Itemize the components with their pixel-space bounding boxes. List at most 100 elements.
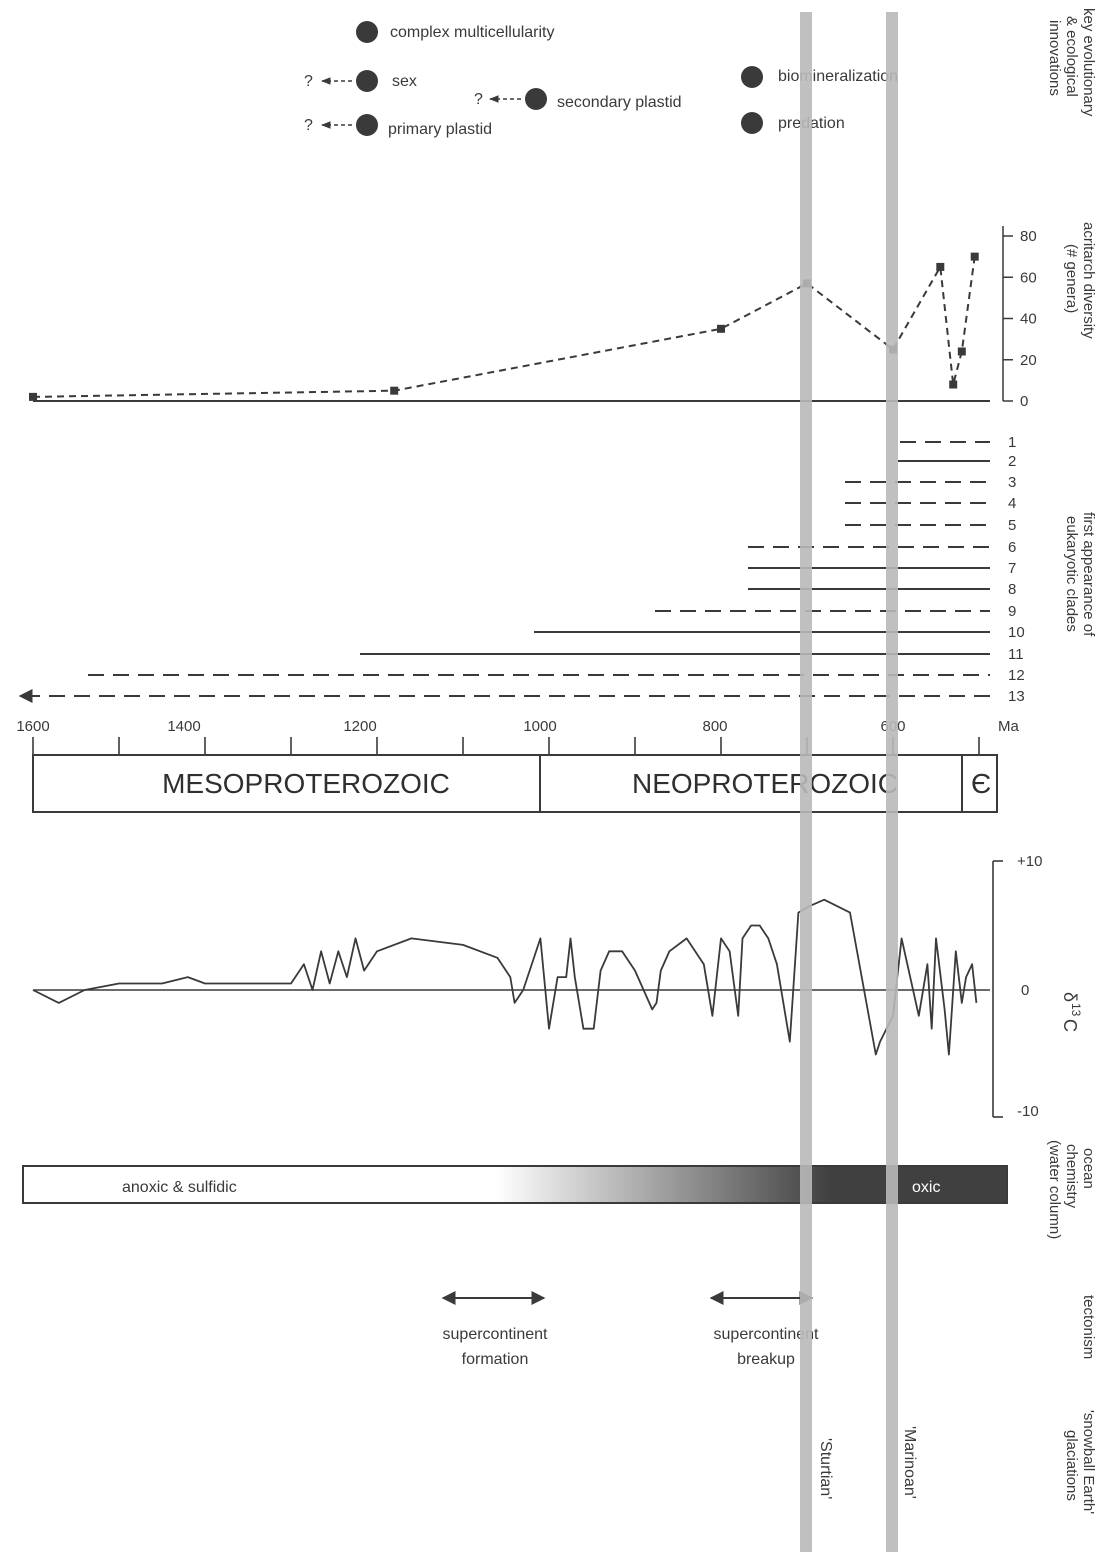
glaciations-row-title: 'snowball Earth' glaciations: [1063, 1410, 1097, 1514]
svg-text:13: 13: [1069, 1003, 1083, 1017]
time-tick-label: 1000: [523, 718, 556, 735]
time-tick-label: 800: [702, 718, 727, 735]
svg-text:(# genera): (# genera): [1063, 244, 1080, 313]
clade-label: 2: [1008, 453, 1016, 470]
tectonism-row-title: tectonism: [1080, 1295, 1097, 1359]
svg-text:chemistry: chemistry: [1063, 1144, 1080, 1209]
clade-label: 7: [1008, 560, 1016, 577]
clade-label: 13: [1008, 688, 1025, 705]
clades-panel: 1 2 3 4 5 6 7 8 9 10 11 12 13: [18, 434, 1025, 705]
carbon-tick-label: +10: [1017, 853, 1042, 870]
sturtian-band: [800, 12, 812, 1552]
acritarch-tick-label: 20: [1020, 352, 1037, 369]
marinoan-band: [886, 12, 898, 1552]
innovation-marker: [525, 88, 547, 110]
acritarch-point: [936, 262, 945, 271]
svg-text:eukaryotic clades: eukaryotic clades: [1063, 516, 1080, 632]
row-titles: key evolutionary & ecological innovation…: [1046, 8, 1097, 1514]
era-boxes: MESOPROTEROZOIC NEOPROTEROZOIC Є: [32, 754, 998, 813]
tectonism-label: breakup: [737, 1351, 795, 1368]
svg-text:glaciations: glaciations: [1063, 1430, 1080, 1501]
svg-text:& ecological: & ecological: [1063, 16, 1080, 97]
carbon-tick-label: 0: [1021, 982, 1029, 999]
innovation-sex: ? sex: [304, 70, 417, 92]
clade-label: 4: [1008, 495, 1016, 512]
time-axis-labels: 1600 1400 1200 1000 800 600 Ma: [16, 718, 1019, 735]
tectonism-label: supercontinent: [443, 1326, 549, 1343]
innovation-marker: [741, 112, 763, 134]
tectonism-label: supercontinent: [714, 1326, 820, 1343]
clade-label: 11: [1008, 646, 1024, 663]
innovation-secondary-plastid: ? secondary plastid: [474, 88, 682, 111]
glaciation-bands: 'Sturtian' 'Marinoan': [800, 12, 918, 1552]
innovation-marker: [356, 114, 378, 136]
timescale: 1600 1400 1200 1000 800 600 Ma MESOPROTE…: [16, 718, 1019, 813]
svg-text:innovations: innovations: [1046, 20, 1063, 96]
uncertain-question-mark: ?: [304, 73, 313, 90]
ocean-oxic-label: oxic: [912, 1179, 940, 1196]
carbon-tick-label: -10: [1017, 1103, 1039, 1120]
ocean-gradient-bar: [22, 1165, 1008, 1204]
innovation-marker: [741, 66, 763, 88]
innovation-label: secondary plastid: [557, 94, 682, 111]
acritarch-tick-label: 0: [1020, 393, 1028, 410]
svg-text:first appearance of: first appearance of: [1080, 512, 1097, 637]
innovation-marker: [356, 70, 378, 92]
acritarch-tick-label: 40: [1020, 311, 1037, 328]
acritarch-point: [957, 347, 966, 356]
era-cambrian: Є: [971, 768, 991, 799]
svg-text:acritarch diversity: acritarch diversity: [1080, 222, 1097, 339]
marinoan-label: 'Marinoan': [901, 1426, 918, 1499]
clades-row-title: first appearance of eukaryotic clades: [1063, 512, 1097, 637]
svg-text:ocean: ocean: [1080, 1148, 1097, 1189]
acritarch-point: [717, 324, 725, 333]
innovation-label: primary plastid: [388, 121, 492, 138]
era-neoproterozoic: NEOPROTEROZOIC: [632, 768, 898, 799]
innovation-label: biomineralization: [778, 68, 898, 85]
acritarch-point: [949, 380, 958, 389]
clade-labels: 1 2 3 4 5 6 7 8 9 10 11 12 13: [1008, 434, 1025, 705]
acritarch-panel: 0 20 40 60 80: [29, 226, 1037, 410]
innovation-label: complex multicellularity: [390, 24, 555, 41]
svg-text:'snowball Earth': 'snowball Earth': [1080, 1410, 1097, 1514]
clade-label: 6: [1008, 539, 1016, 556]
acritarch-point: [390, 386, 399, 395]
ocean-row-title: ocean chemistry (water column): [1046, 1140, 1097, 1239]
clade-label: 3: [1008, 474, 1016, 491]
ocean-chemistry-panel: anoxic & sulfidic oxic: [22, 1165, 1008, 1204]
acritarch-tick-label: 80: [1020, 228, 1037, 245]
svg-text:δ: δ: [1060, 992, 1080, 1002]
acritarch-tick-label: 60: [1020, 269, 1037, 286]
time-axis-ticks: [32, 737, 980, 755]
innovation-primary-plastid: ? primary plastid: [304, 114, 492, 138]
acritarch-point: [970, 252, 979, 261]
acritarch-y-ticks: 0 20 40 60 80: [1003, 228, 1037, 410]
svg-text:C: C: [1060, 1019, 1080, 1032]
clade-label: 12: [1008, 667, 1025, 684]
innovation-label: sex: [392, 73, 417, 90]
acritarch-row-title: acritarch diversity (# genera): [1063, 222, 1097, 339]
clade-label: 1: [1008, 434, 1016, 451]
svg-text:(water column): (water column): [1046, 1140, 1063, 1239]
time-unit-label: Ma: [998, 718, 1019, 735]
innovation-predation: predation: [741, 112, 845, 134]
time-tick-label: 1400: [167, 718, 200, 735]
clade-label: 9: [1008, 603, 1016, 620]
acritarch-series-line: [32, 256, 976, 398]
innovation-biomineralization: biomineralization: [741, 66, 898, 88]
era-mesoproterozoic: MESOPROTEROZOIC: [162, 768, 450, 799]
uncertain-question-mark: ?: [304, 117, 313, 134]
tectonism-label: formation: [462, 1351, 529, 1368]
innovations-row-title: key evolutionary & ecological innovation…: [1046, 8, 1097, 117]
tectonism-panel: supercontinent formation supercontinent …: [441, 1291, 820, 1368]
carbon-series-line: [32, 898, 978, 1056]
era-box-frame: [32, 754, 998, 813]
innovation-marker: [356, 21, 378, 43]
acritarch-point: [29, 392, 37, 401]
ocean-anoxic-label: anoxic & sulfidic: [122, 1179, 237, 1196]
innovation-complex-multicellularity: complex multicellularity: [356, 21, 555, 43]
sturtian-label: 'Sturtian': [817, 1438, 834, 1499]
carbon-isotope-panel: +10 0 -10: [32, 853, 1042, 1120]
clade-label: 10: [1008, 624, 1025, 641]
uncertain-question-mark: ?: [474, 91, 483, 108]
